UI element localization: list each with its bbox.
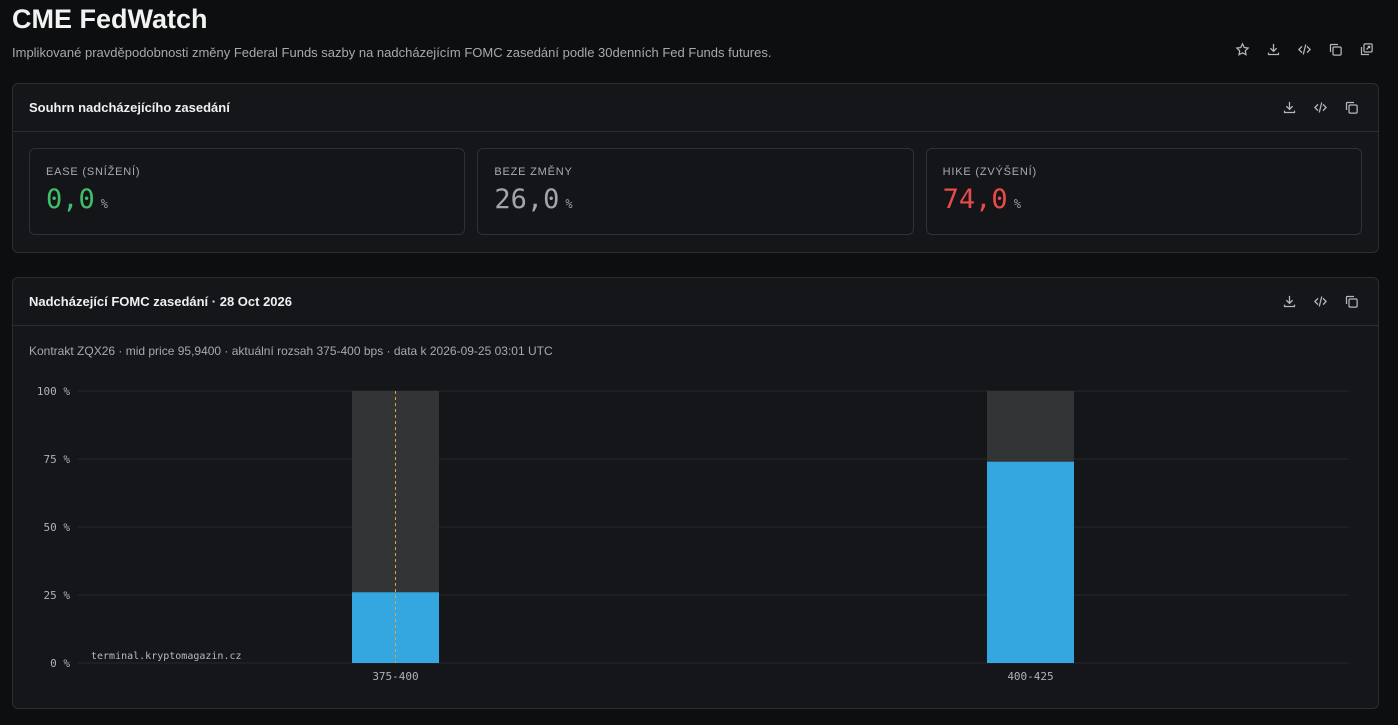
no-change-label: BEZE ZMĚNY — [494, 166, 573, 178]
download-icon[interactable] — [1280, 292, 1299, 311]
page-title: CME FedWatch — [12, 4, 208, 34]
meeting-panel-actions — [1280, 292, 1361, 311]
summary-cards: EASE (SNÍŽENÍ) 0,0 % BEZE ZMĚNY 26,0 % H… — [13, 132, 1378, 235]
y-tick-label: 100 % — [37, 385, 70, 398]
meeting-panel-title: Nadcházející FOMC zasedání · 28 Oct 2026 — [29, 294, 292, 309]
hike-card: HIKE (ZVÝŠENÍ) 74,0 % — [925, 148, 1362, 235]
code-icon[interactable] — [1295, 40, 1314, 59]
summary-panel: Souhrn nadcházejícího zasedání EASE (SNÍ… — [12, 83, 1379, 253]
external-copy-icon[interactable] — [1357, 40, 1376, 59]
ease-label: EASE (SNÍŽENÍ) — [46, 166, 141, 178]
ease-unit: % — [100, 197, 109, 211]
x-tick-label: 375-400 — [372, 670, 418, 683]
copy-icon[interactable] — [1342, 292, 1361, 311]
contract-info: Kontrakt ZQX26 · mid price 95,9400 · akt… — [29, 344, 553, 358]
no-change-card: BEZE ZMĚNY 26,0 % — [477, 148, 914, 235]
bar-400-425[interactable] — [987, 461, 1074, 663]
no-change-unit: % — [565, 197, 573, 211]
star-icon[interactable] — [1233, 40, 1252, 59]
meeting-panel: Nadcházející FOMC zasedání · 28 Oct 2026… — [12, 277, 1379, 709]
no-change-value: 26,0 — [494, 184, 560, 215]
copy-icon[interactable] — [1342, 98, 1361, 117]
y-tick-label: 50 % — [44, 521, 71, 534]
summary-panel-title: Souhrn nadcházejícího zasedání — [29, 100, 230, 115]
hike-value: 74,0 — [942, 184, 1008, 215]
probability-chart: 0 % 25 % 50 % 75 % 100 % 375-400 400-425 termi… — [37, 385, 1348, 683]
ease-value: 0,0 — [46, 184, 95, 215]
code-icon[interactable] — [1311, 98, 1330, 117]
page-subtitle: Implikované pravděpodobnosti změny Feder… — [12, 45, 772, 60]
download-icon[interactable] — [1264, 40, 1283, 59]
summary-panel-actions — [1280, 98, 1361, 117]
y-tick-label: 75 % — [44, 453, 71, 466]
hike-unit: % — [1013, 197, 1021, 211]
download-icon[interactable] — [1280, 98, 1299, 117]
summary-panel-header: Souhrn nadcházejícího zasedání — [13, 84, 1378, 132]
meeting-panel-header: Nadcházející FOMC zasedání · 28 Oct 2026 — [13, 278, 1378, 326]
x-tick-label: 400-425 — [1007, 670, 1053, 683]
ease-card: EASE (SNÍŽENÍ) 0,0 % — [29, 148, 466, 235]
copy-icon[interactable] — [1326, 40, 1345, 59]
watermark: terminal.kryptomagazin.cz — [91, 651, 242, 662]
y-tick-label: 0 % — [50, 657, 70, 670]
code-icon[interactable] — [1311, 292, 1330, 311]
hike-label: HIKE (ZVÝŠENÍ) — [942, 166, 1037, 178]
page-actions — [1233, 40, 1376, 59]
y-tick-label: 25 % — [44, 589, 71, 602]
